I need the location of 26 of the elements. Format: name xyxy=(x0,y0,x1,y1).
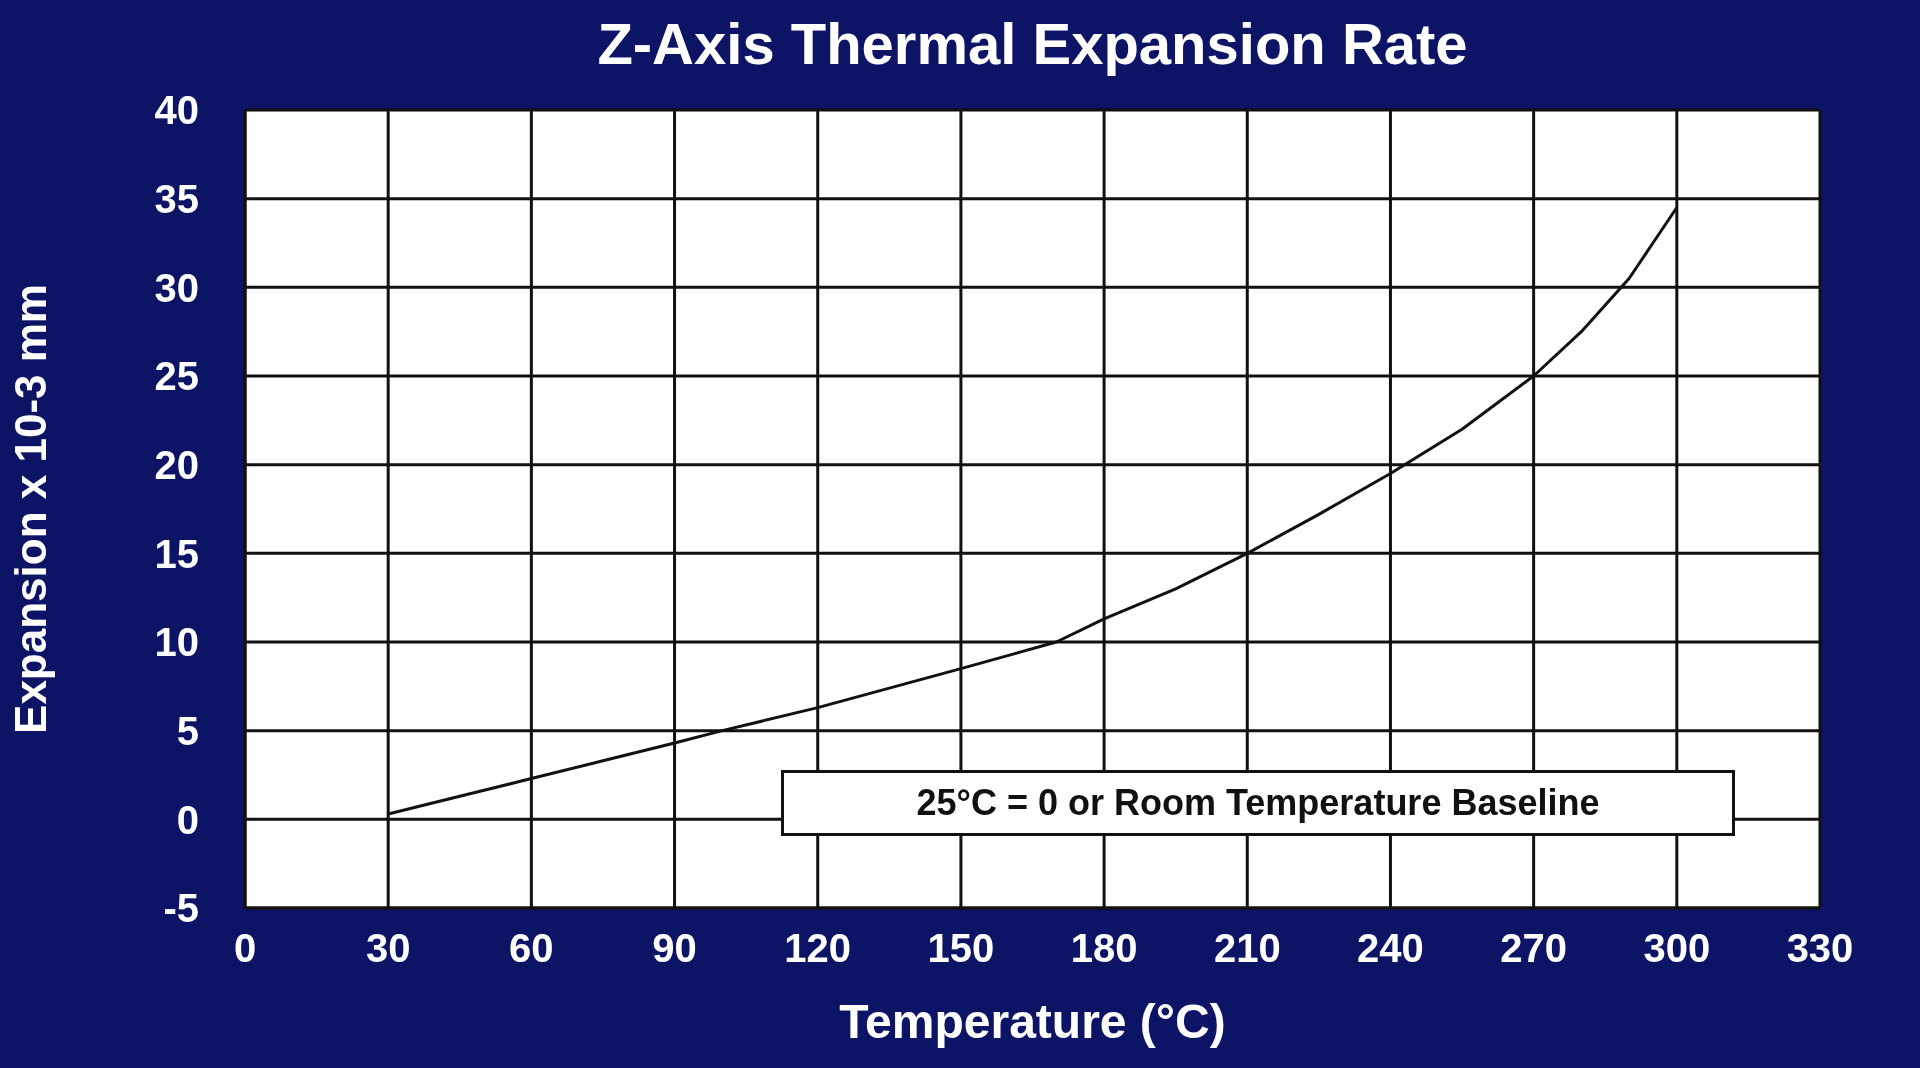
x-tick-label: 270 xyxy=(1500,926,1568,971)
x-tick-label: 150 xyxy=(927,926,995,971)
x-tick-label: 180 xyxy=(1070,926,1138,971)
y-tick-label: 15 xyxy=(154,531,199,576)
x-tick-label: 210 xyxy=(1213,926,1281,971)
y-tick-label: 0 xyxy=(176,797,199,842)
note-box: 25°C = 0 or Room Temperature Baseline xyxy=(781,770,1735,836)
y-tick-label: 25 xyxy=(154,354,199,399)
y-tick-label: 5 xyxy=(176,708,199,753)
y-tick-label: 40 xyxy=(154,88,199,133)
x-tick-label: 300 xyxy=(1643,926,1711,971)
x-tick-label: 0 xyxy=(233,926,257,971)
y-tick-label: 30 xyxy=(154,265,199,310)
x-tick-label: 90 xyxy=(652,926,697,971)
y-axis-title: Expansion x 10-3 mm xyxy=(5,284,55,734)
x-tick-label: 240 xyxy=(1357,926,1424,971)
chart-title: Z-Axis Thermal Expansion Rate xyxy=(596,10,1469,77)
x-tick-label: 30 xyxy=(365,926,411,971)
y-tick-label: -5 xyxy=(163,886,199,931)
y-tick-label: 10 xyxy=(154,620,199,665)
y-tick-label: 35 xyxy=(154,176,199,221)
x-tick-label: 60 xyxy=(509,926,554,971)
x-tick-label: 120 xyxy=(784,926,852,971)
x-tick-label: 330 xyxy=(1786,926,1854,971)
x-axis-title: Temperature (°C) xyxy=(839,995,1226,1048)
y-tick-label: 20 xyxy=(154,442,199,487)
